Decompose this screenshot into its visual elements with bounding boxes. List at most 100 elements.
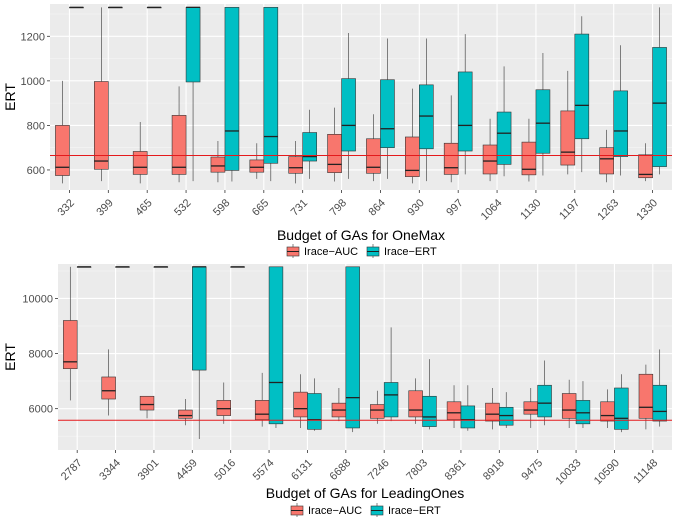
box-body <box>383 382 399 418</box>
box-body <box>249 159 265 173</box>
box-body <box>560 110 576 166</box>
box-body <box>652 47 667 167</box>
box-ert-3344 <box>115 266 130 268</box>
x-tick-label: 7246 <box>366 457 392 483</box>
box-body <box>171 115 187 175</box>
box-auc-731 <box>288 140 303 184</box>
box-body <box>263 7 279 164</box>
box-body <box>302 132 317 162</box>
y-axis-title: ERT <box>2 83 18 111</box>
box-body <box>268 266 284 425</box>
box-ert-8361 <box>460 385 476 431</box>
legend-label: Irace−ERT <box>384 246 437 258</box>
x-tick-label: 5574 <box>251 457 277 483</box>
box-body <box>443 142 459 175</box>
x-tick-label: 1330 <box>634 197 660 223</box>
box-ert-532 <box>185 6 201 182</box>
box-ert-7803 <box>422 359 437 430</box>
box-body <box>288 156 303 174</box>
box-ert-7246 <box>383 327 399 422</box>
box-body <box>523 401 538 415</box>
x-tick-label: 2787 <box>59 457 85 483</box>
x-tick-label: 598 <box>211 197 232 218</box>
x-tick-label: 1197 <box>557 197 582 222</box>
box-body <box>600 401 615 422</box>
y-tick-label: 6000 <box>29 404 53 416</box>
box-auc-930 <box>405 88 420 184</box>
x-tick-label: 10590 <box>592 457 622 487</box>
x-tick-label: 798 <box>328 197 349 218</box>
box-ert-798 <box>341 32 356 179</box>
box-ert-332 <box>69 6 84 9</box>
box-ert-930 <box>419 38 434 182</box>
box-body <box>499 406 514 426</box>
x-tick-label: 3901 <box>136 457 162 483</box>
box-body <box>327 134 342 173</box>
box-body <box>405 136 420 177</box>
box-body <box>652 384 667 422</box>
x-tick-label: 864 <box>367 197 388 218</box>
box-auc-798 <box>327 107 342 182</box>
box-auc-5016 <box>216 382 231 424</box>
box-ert-1330 <box>652 7 667 175</box>
box-auc-1130 <box>521 118 537 182</box>
box-body <box>380 79 395 148</box>
box-ert-997 <box>457 34 473 175</box>
x-tick-label: 9475 <box>519 457 545 483</box>
box-auc-997 <box>443 95 459 183</box>
box-body <box>422 395 437 427</box>
box-auc-5574 <box>254 372 270 427</box>
box-body <box>574 33 590 140</box>
x-axis-title: Budget of GAs for LeadingOnes <box>266 485 464 501</box>
box-ert-465 <box>146 6 162 9</box>
box-ert-6688 <box>345 266 360 433</box>
box-auc-598 <box>210 140 226 183</box>
box-body <box>366 138 381 174</box>
box-ert-3901 <box>153 266 169 268</box>
x-tick-label: 6688 <box>328 457 354 483</box>
box-body <box>216 400 231 416</box>
y-tick-label: 1000 <box>21 76 45 88</box>
chart-panel-1: 600 800 1000 1200 332 399 465 532 598 665 731 798 86… <box>2 4 672 258</box>
chart-panel-2: 6000 8000 10000 2787 3344 3901 4459 5016 5574 613… <box>2 264 672 517</box>
box-body <box>460 405 476 429</box>
x-tick-label: 997 <box>444 197 465 218</box>
box-body <box>341 78 356 152</box>
legend-label: Irace−ERT <box>388 505 441 517</box>
box-auc-7803 <box>408 378 423 424</box>
box-ert-1263 <box>613 45 628 176</box>
box-body <box>254 400 270 420</box>
box-body <box>485 402 500 422</box>
box-ert-2787 <box>76 266 92 268</box>
box-body <box>599 147 614 175</box>
box-body <box>537 384 552 418</box>
x-tick-label: 3344 <box>97 457 123 483</box>
box-body <box>482 144 498 175</box>
box-auc-8361 <box>446 385 462 428</box>
box-body <box>638 373 654 419</box>
box-auc-3901 <box>139 395 155 419</box>
x-tick-label: 8361 <box>443 457 469 483</box>
legend-label: Irace−AUC <box>304 246 358 258</box>
box-ert-5016 <box>230 266 245 268</box>
x-tick-label: 10033 <box>554 457 584 487</box>
box-auc-665 <box>249 143 265 179</box>
box-auc-864 <box>366 114 381 182</box>
box-auc-3344 <box>101 349 116 416</box>
box-body <box>139 395 155 411</box>
y-axis-title: ERT <box>2 343 18 371</box>
x-tick-label: 8918 <box>481 457 507 483</box>
plot-background <box>58 264 672 450</box>
x-tick-label: 1263 <box>595 197 621 223</box>
box-auc-465 <box>132 122 148 184</box>
box-body <box>101 376 116 400</box>
box-auc-1064 <box>482 118 498 182</box>
x-tick-label: 399 <box>94 197 115 218</box>
box-ert-399 <box>108 6 123 9</box>
x-axis-title: Budget of GAs for OneMax <box>277 227 445 243</box>
box-body <box>535 89 551 154</box>
legend-key-ert <box>366 244 380 258</box>
x-tick-label: 11148 <box>631 457 660 486</box>
x-tick-label: 5016 <box>212 457 238 483</box>
